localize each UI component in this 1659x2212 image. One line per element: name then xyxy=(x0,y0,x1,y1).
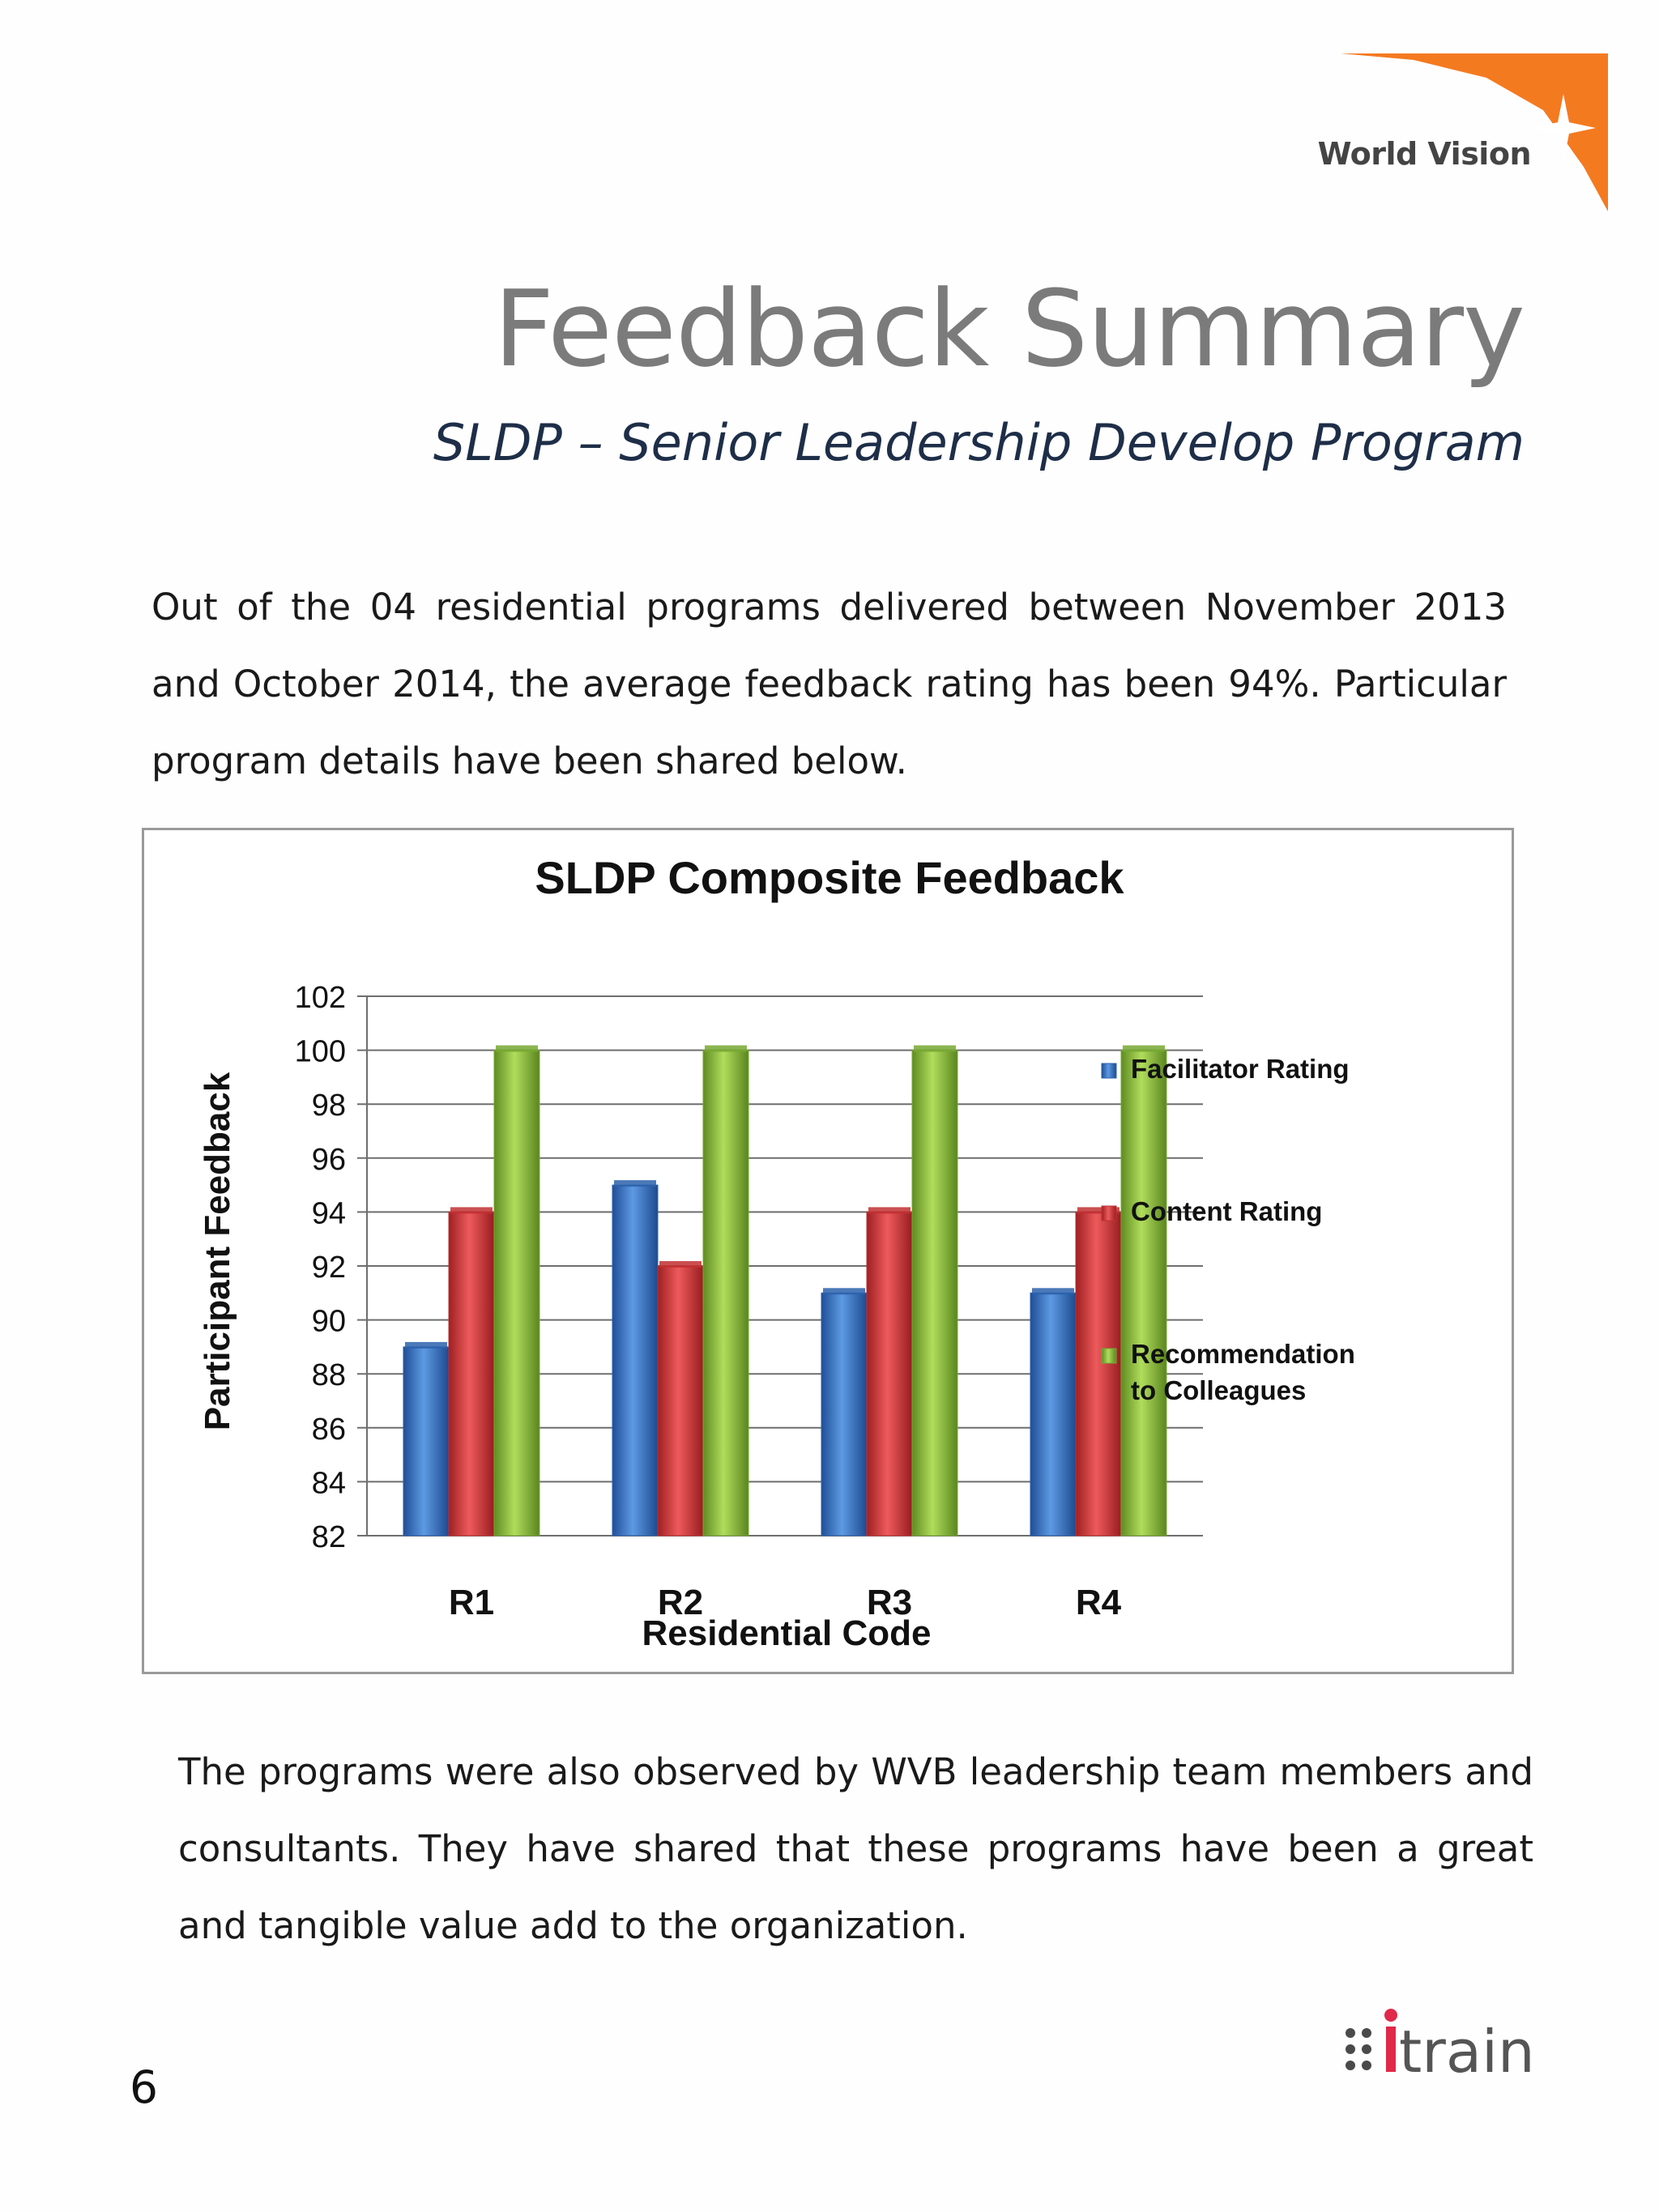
bar-r1-series-1 xyxy=(403,1346,450,1536)
y-tick-labels: 82 84 86 88 90 92 94 96 98 100 102 xyxy=(295,981,346,1554)
bar-cap xyxy=(659,1261,702,1268)
world-vision-logo-text: World Vision xyxy=(1317,136,1532,172)
legend-swatch xyxy=(1101,1205,1117,1221)
y-axis-label: Participant Feedback xyxy=(198,1072,237,1430)
x-tick-label: R2 xyxy=(658,1583,703,1622)
y-tick-label: 86 xyxy=(312,1413,346,1447)
x-axis-label: Residential Code xyxy=(642,1613,932,1653)
y-tick-label: 88 xyxy=(312,1358,346,1392)
feedback-chart: SLDP Composite Feedback 82 84 86 88 90 92 94 96… xyxy=(198,852,1355,1653)
bar-r1-series-2 xyxy=(448,1211,495,1536)
legend-label: Facilitator Rating xyxy=(1131,1054,1350,1084)
outro-paragraph: The programs were also observed by WVB l… xyxy=(178,1750,1533,1947)
bar-cap xyxy=(405,1341,447,1349)
x-tick-label: R3 xyxy=(867,1583,912,1622)
legend-label: Content Rating xyxy=(1131,1196,1322,1226)
legend: Facilitator Rating Content Rating Recommen… xyxy=(1101,1054,1355,1405)
y-tick-label: 100 xyxy=(295,1035,346,1069)
y-tick-label: 90 xyxy=(312,1305,346,1339)
bar-cap xyxy=(1032,1288,1074,1295)
bar-cap xyxy=(614,1180,656,1187)
bar-r3-series-3 xyxy=(911,1050,958,1536)
bar-cap xyxy=(496,1045,538,1052)
chart-title: SLDP Composite Feedback xyxy=(535,852,1124,903)
legend-swatch xyxy=(1101,1063,1117,1079)
bar-cap xyxy=(705,1045,747,1052)
bar-r2-series-3 xyxy=(702,1050,749,1536)
y-tick-label: 92 xyxy=(312,1251,346,1285)
bar-cap xyxy=(823,1288,865,1295)
bar-r1-series-3 xyxy=(493,1050,540,1536)
world-vision-logo xyxy=(1341,53,1608,211)
bar-r2-series-1 xyxy=(612,1184,659,1536)
bar-cap xyxy=(450,1207,493,1214)
y-tick-label: 84 xyxy=(312,1466,346,1500)
legend-swatch xyxy=(1101,1348,1117,1364)
intro-paragraph: Out of the 04 residential programs deliv… xyxy=(151,586,1507,782)
bar-cap xyxy=(868,1207,911,1214)
legend-label: Recommendation to Colleagues xyxy=(1131,1339,1355,1405)
chart-frame: SLDP Composite Feedback 82 84 86 88 90 92 94 96… xyxy=(142,828,1514,1674)
bar-r2-series-2 xyxy=(657,1265,704,1536)
y-tick-label: 98 xyxy=(312,1089,346,1123)
bar-r3-series-2 xyxy=(866,1211,913,1536)
bar-r4-series-2 xyxy=(1075,1211,1122,1536)
y-tick-label: 102 xyxy=(295,981,346,1015)
bar-r3-series-1 xyxy=(821,1292,868,1536)
itrain-logo: train xyxy=(1346,2009,1535,2082)
y-tick-label: 94 xyxy=(312,1196,346,1230)
y-tick-label: 82 xyxy=(312,1520,346,1554)
bar-r4-series-3 xyxy=(1120,1050,1167,1536)
bar-cap xyxy=(1123,1045,1165,1052)
x-tick-label: R1 xyxy=(449,1583,494,1622)
page-title: Feedback Summary xyxy=(493,267,1525,390)
page-subtitle: SLDP – Senior Leadership Develop Program xyxy=(433,413,1525,472)
bar-cap xyxy=(1077,1207,1120,1214)
bar-r4-series-1 xyxy=(1030,1292,1077,1536)
x-tick-label: R4 xyxy=(1076,1583,1122,1622)
bars xyxy=(403,1045,1167,1536)
itrain-logo-text: train xyxy=(1399,2018,1535,2082)
x-tick-labels: R1 R2 R3 R4 xyxy=(449,1583,1122,1622)
y-tick-label: 96 xyxy=(312,1143,346,1177)
bar-cap xyxy=(914,1045,956,1052)
page-number: 6 xyxy=(130,2061,158,2113)
